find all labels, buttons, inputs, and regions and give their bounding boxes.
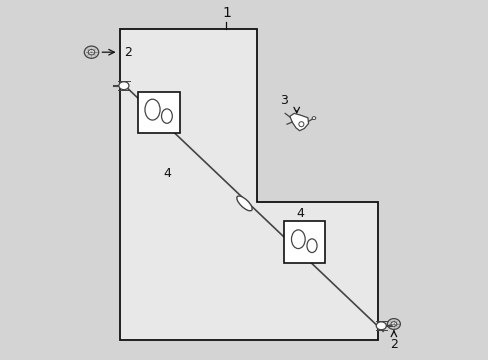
Ellipse shape — [144, 99, 160, 120]
Ellipse shape — [375, 322, 386, 330]
Text: 2: 2 — [389, 338, 397, 351]
Ellipse shape — [298, 122, 303, 127]
Ellipse shape — [291, 230, 305, 248]
Text: 2: 2 — [123, 46, 131, 59]
Ellipse shape — [386, 319, 400, 329]
Ellipse shape — [88, 49, 95, 55]
Ellipse shape — [236, 196, 252, 211]
Text: 1: 1 — [222, 6, 230, 19]
Ellipse shape — [119, 82, 129, 90]
Ellipse shape — [306, 239, 316, 253]
Text: 4: 4 — [296, 207, 304, 220]
Ellipse shape — [84, 46, 99, 58]
Ellipse shape — [161, 109, 172, 123]
Bar — [284, 221, 325, 263]
Polygon shape — [289, 113, 308, 131]
Ellipse shape — [390, 322, 396, 326]
Polygon shape — [120, 29, 377, 340]
Bar — [138, 92, 179, 133]
Ellipse shape — [311, 117, 315, 120]
Text: 4: 4 — [163, 167, 171, 180]
Text: 3: 3 — [280, 94, 287, 107]
